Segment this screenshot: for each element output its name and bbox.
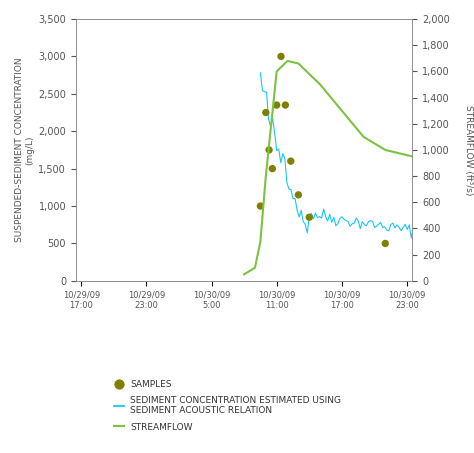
Point	[447, 245, 454, 252]
Point	[287, 158, 294, 165]
Point	[305, 214, 313, 221]
Y-axis label: SUSPENDED-SEDIMENT CONCENTRATION
(mg/L): SUSPENDED-SEDIMENT CONCENTRATION (mg/L)	[15, 58, 34, 242]
Legend: SAMPLES, SEDIMENT CONCENTRATION ESTIMATED USING
SEDIMENT ACOUSTIC RELATION, STRE: SAMPLES, SEDIMENT CONCENTRATION ESTIMATE…	[114, 380, 341, 432]
Point	[277, 53, 285, 60]
Point	[269, 165, 276, 172]
Point	[273, 101, 281, 109]
Y-axis label: STREAMFLOW (ft³/s): STREAMFLOW (ft³/s)	[464, 105, 473, 195]
Point	[256, 202, 264, 210]
Point	[262, 109, 270, 116]
Point	[282, 101, 289, 109]
Point	[382, 240, 389, 247]
Point	[265, 146, 273, 154]
Point	[295, 191, 302, 198]
